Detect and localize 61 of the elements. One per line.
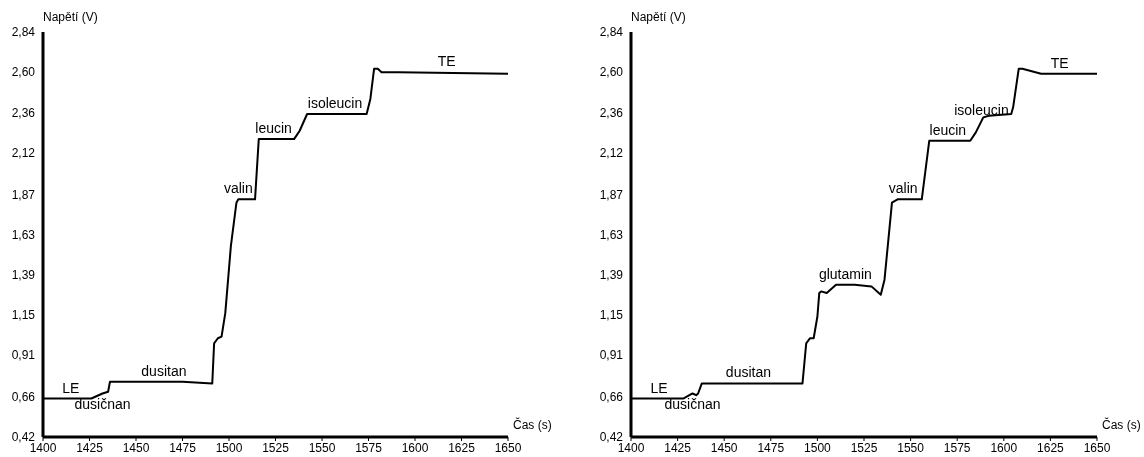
annotation: valin: [223, 180, 253, 197]
x-tick-label: 1625: [448, 440, 476, 455]
annotation: glutamin: [818, 265, 872, 282]
y-tick-label: 1,15: [599, 308, 624, 323]
annotation: dusičnan: [74, 396, 131, 413]
x-tick-label: 1575: [943, 440, 971, 455]
annotation: leucin: [929, 121, 967, 138]
annotation: valin: [888, 180, 918, 197]
x-tick-label: 1425: [664, 440, 692, 455]
y-axis-title: Napětí (V): [631, 10, 686, 24]
x-axis-title: Čas (s): [1102, 418, 1141, 432]
y-tick-label: 1,15: [11, 308, 36, 323]
annotation: isoleucin: [307, 95, 363, 111]
y-tick-label: 2,84: [11, 25, 36, 40]
y-tick-label: 0,91: [11, 348, 36, 363]
y-tick-label: 0,91: [599, 348, 624, 363]
x-tick-label: 1500: [804, 440, 832, 455]
y-tick-label: 2,12: [11, 145, 36, 160]
annotation: dusitan: [141, 362, 187, 379]
y-tick-label: 2,36: [599, 105, 624, 120]
y-tick-label: 1,39: [599, 267, 624, 282]
y-tick-label: 2,60: [11, 65, 36, 80]
x-tick-label: 1550: [897, 440, 925, 455]
x-tick-label: 1650: [1083, 440, 1111, 455]
y-tick-label: 2,84: [599, 25, 624, 40]
x-tick-label: 1475: [757, 440, 785, 455]
y-tick-label: 0,66: [11, 390, 36, 405]
y-tick-label: 2,12: [599, 145, 624, 160]
y-tick-label: 1,63: [11, 227, 36, 242]
x-tick-label: 1450: [122, 440, 150, 455]
x-tick-label: 1575: [355, 440, 383, 455]
y-tick-label: 1,39: [11, 267, 36, 282]
y-tick-label: 2,36: [11, 105, 36, 120]
annotation: isoleucin: [954, 101, 1009, 118]
annotation: leucin: [255, 120, 292, 137]
x-tick-label: 1500: [215, 440, 243, 455]
y-tick-label: 1,87: [599, 187, 624, 202]
x-tick-label: 1475: [169, 440, 197, 455]
annotation: dusitan: [725, 364, 772, 381]
x-tick-label: 1550: [308, 440, 336, 455]
x-tick-label: 1600: [401, 440, 429, 455]
x-tick-label: 1400: [617, 440, 645, 455]
y-tick-label: 1,63: [599, 227, 624, 242]
x-axis-title: Čas (s): [513, 418, 552, 432]
x-tick-label: 1525: [262, 440, 290, 455]
x-tick-label: 1525: [850, 440, 878, 455]
x-tick-label: 1425: [76, 440, 104, 455]
y-tick-label: 2,60: [599, 65, 624, 80]
y-axis-title: Napětí (V): [43, 10, 98, 24]
x-tick-label: 1400: [29, 440, 57, 455]
x-tick-label: 1600: [990, 440, 1018, 455]
annotation: dusičnan: [664, 396, 721, 413]
x-tick-label: 1650: [494, 440, 522, 455]
annotation: LE: [62, 379, 80, 396]
y-tick-label: 0,66: [599, 390, 624, 405]
annotation: TE: [1050, 54, 1069, 71]
annotation: TE: [437, 53, 456, 70]
annotation: LE: [650, 379, 668, 396]
x-tick-label: 1625: [1037, 440, 1065, 455]
y-tick-label: 1,87: [11, 187, 36, 202]
x-tick-label: 1450: [710, 440, 738, 455]
